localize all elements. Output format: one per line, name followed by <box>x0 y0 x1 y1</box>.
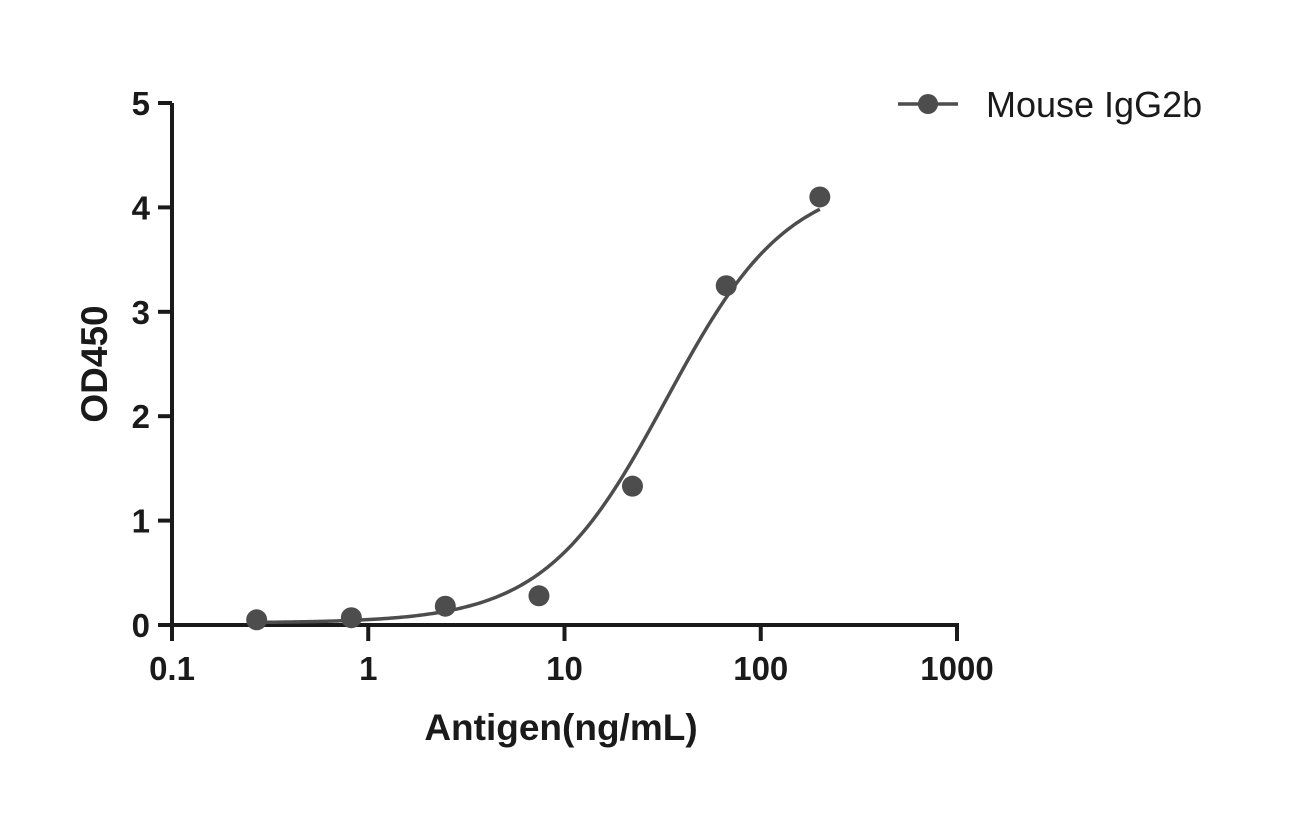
y-tick-label: 1 <box>132 503 150 540</box>
x-axis-title: Antigen(ng/mL) <box>424 707 697 748</box>
data-point <box>621 475 643 497</box>
data-point <box>809 186 831 208</box>
y-tick-label: 4 <box>132 189 151 226</box>
y-tick-label: 0 <box>132 607 150 644</box>
legend: Mouse IgG2b <box>898 84 1202 125</box>
x-tick-label: 1000 <box>920 650 993 687</box>
fit-curve-mouse-igg2b <box>256 207 821 625</box>
x-tick-label: 0.1 <box>149 650 195 687</box>
y-axis-ticks: 0 1 2 3 4 5 <box>132 85 172 644</box>
plot-area <box>246 186 831 631</box>
data-point <box>340 607 362 629</box>
axes: 0 1 2 3 4 5 0.1 1 10 100 1000 <box>132 85 994 687</box>
x-tick-label: 10 <box>546 650 583 687</box>
x-axis-ticks: 0.1 1 10 100 1000 <box>149 625 994 687</box>
legend-label: Mouse IgG2b <box>986 84 1202 125</box>
data-point <box>528 585 550 607</box>
data-point <box>434 595 456 617</box>
legend-dot-marker <box>918 94 938 114</box>
x-tick-label: 100 <box>733 650 788 687</box>
y-tick-label: 3 <box>132 294 150 331</box>
data-point <box>715 275 737 297</box>
y-axis-title: OD450 <box>74 305 115 422</box>
y-tick-label: 5 <box>132 85 150 122</box>
data-point <box>246 609 268 631</box>
data-points <box>246 186 831 631</box>
y-tick-label: 2 <box>132 398 150 435</box>
x-tick-label: 1 <box>359 650 377 687</box>
